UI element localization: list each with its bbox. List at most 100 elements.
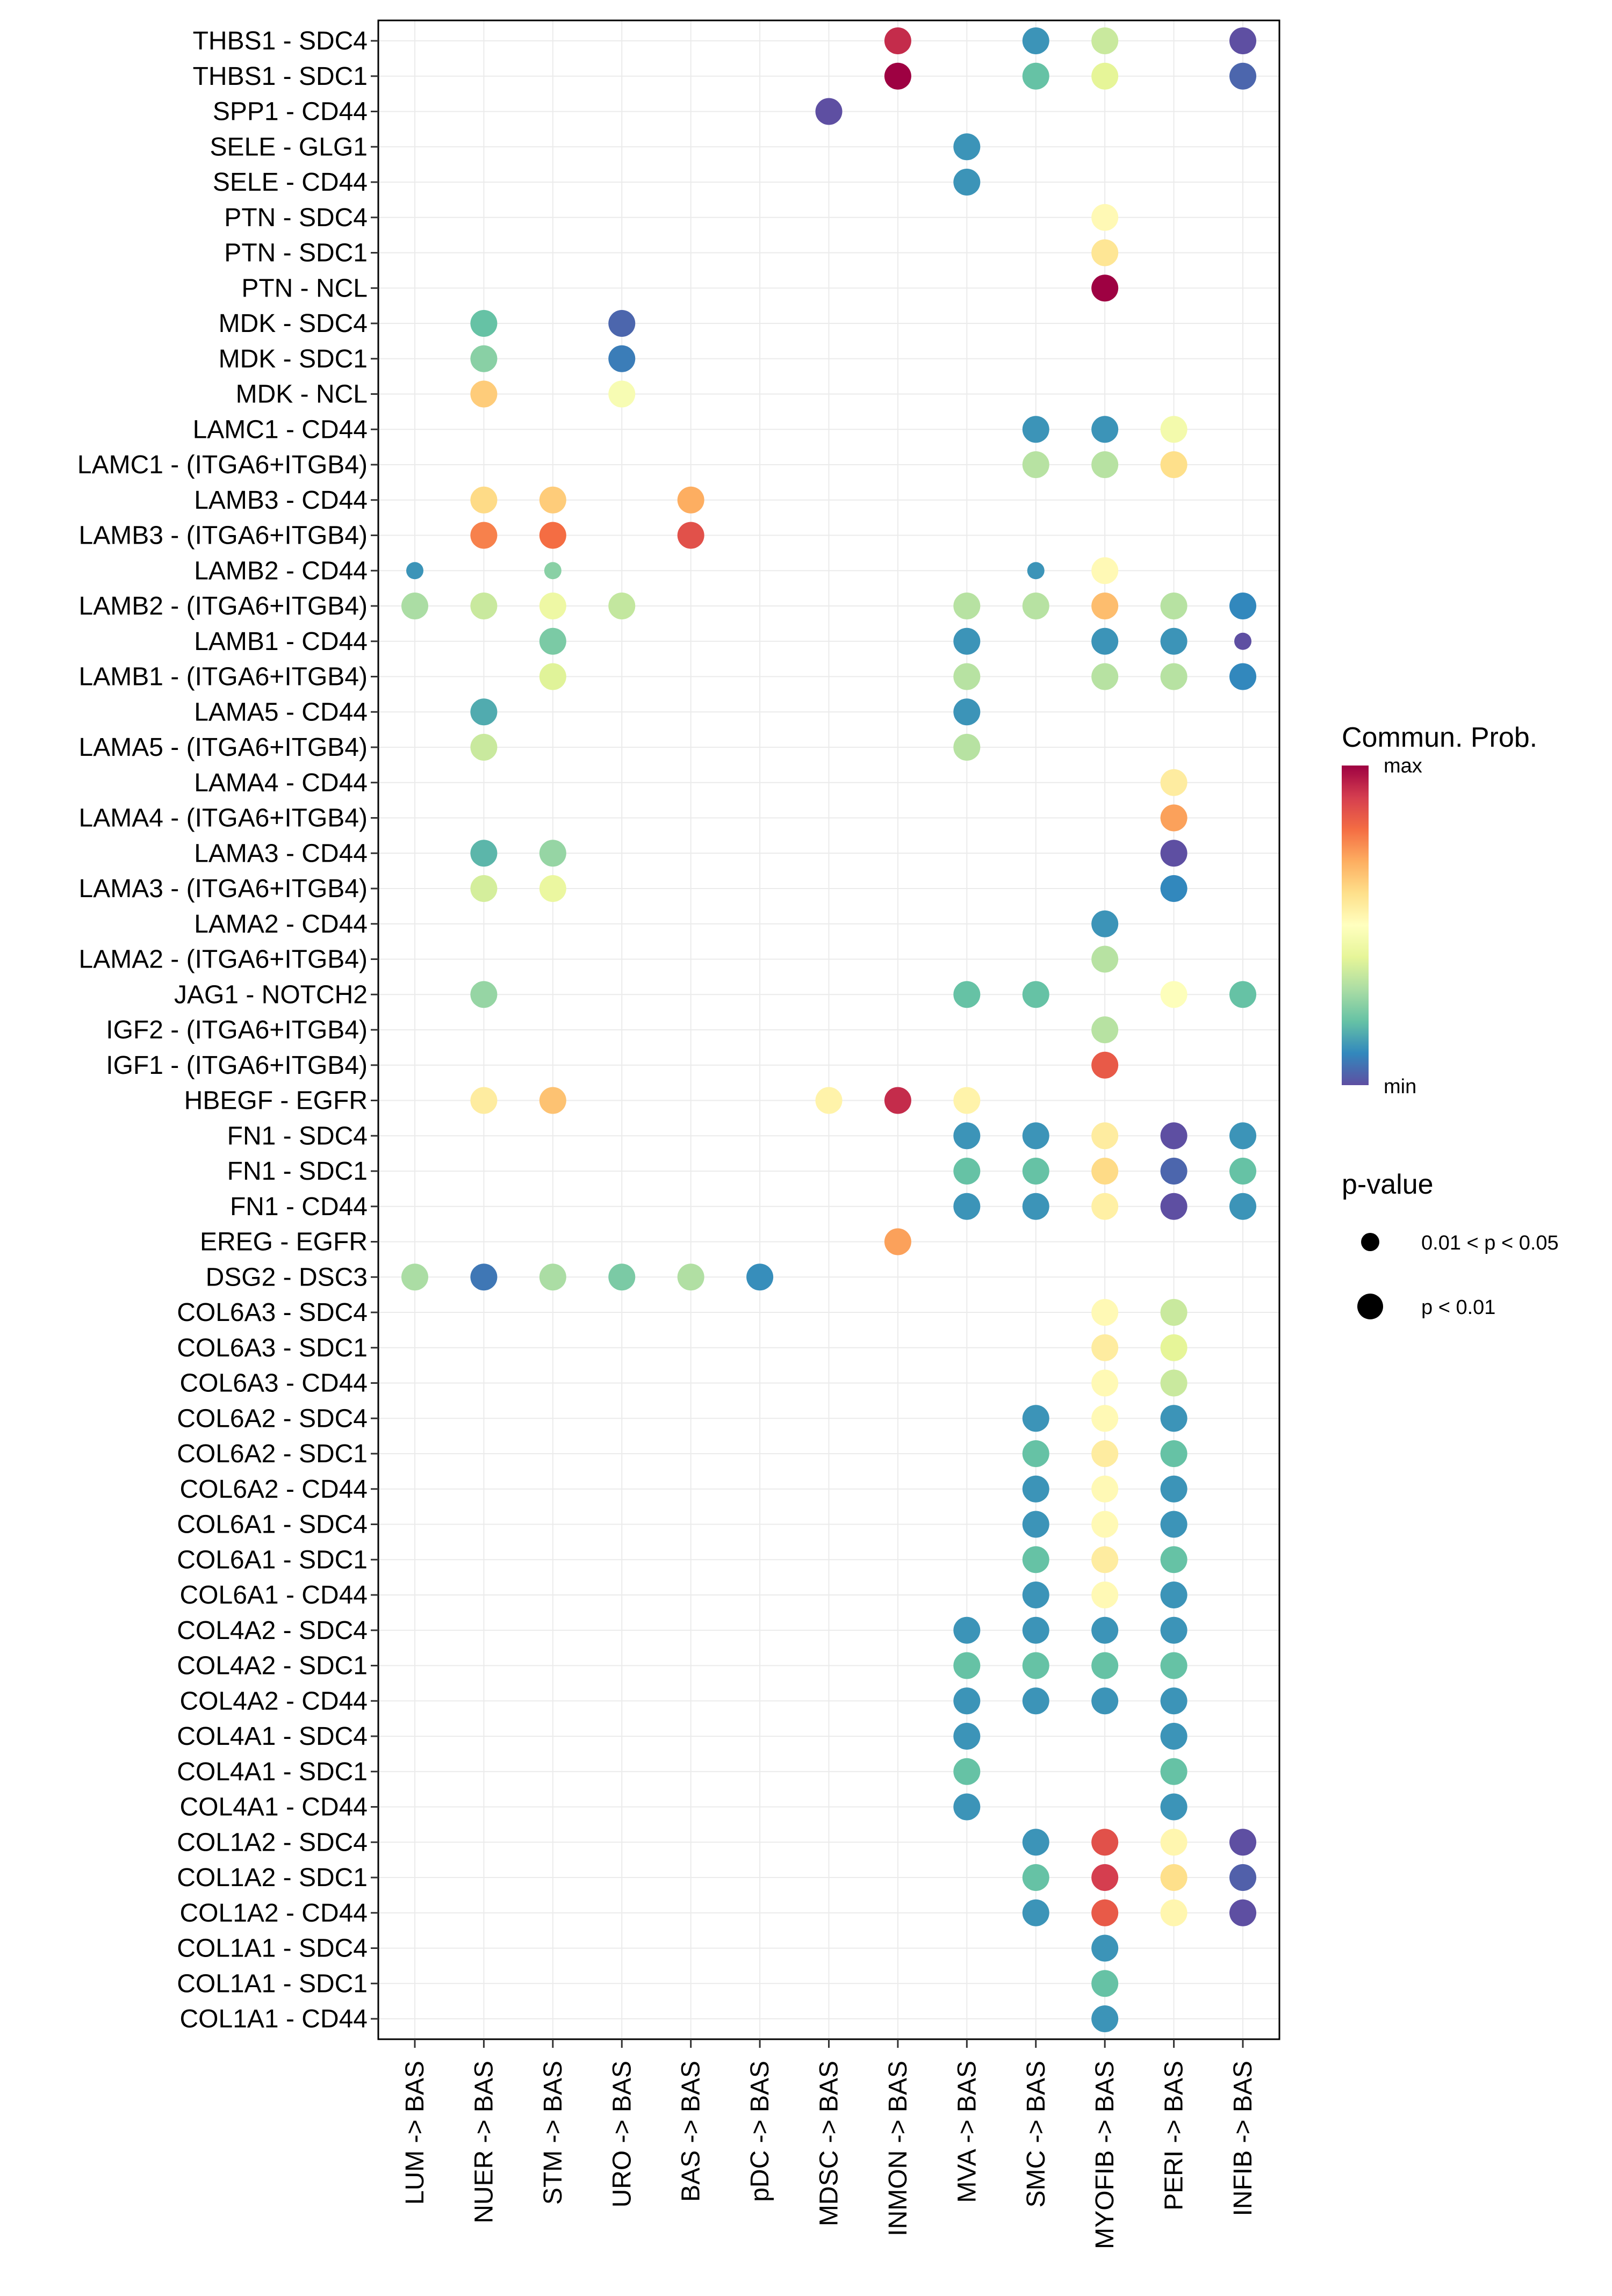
data-point: COL6A2 - SDC1 | PERI -> BAS | p < 0.01 <box>1160 1440 1188 1467</box>
data-point: COL6A2 - CD44 | PERI -> BAS | p < 0.01 <box>1160 1475 1188 1503</box>
y-tick-label: SELE - CD44 <box>213 168 368 197</box>
data-point: LAMB1 - CD44 | MYOFIB -> BAS | p < 0.01 <box>1091 627 1119 655</box>
data-point: COL1A1 - CD44 | MYOFIB -> BAS | p < 0.01 <box>1091 2005 1119 2032</box>
data-point: LAMB2 - (ITGA6+ITGB4) | SMC -> BAS | p <… <box>1022 593 1049 619</box>
data-point: COL1A2 - CD44 | PERI -> BAS | p < 0.01 <box>1160 1899 1188 1926</box>
data-point: SELE - GLG1 | MVA -> BAS | p < 0.01 <box>953 133 981 161</box>
data-point: FN1 - SDC4 | MYOFIB -> BAS | p < 0.01 <box>1091 1122 1119 1150</box>
data-point: SELE - CD44 | MVA -> BAS | p < 0.01 <box>953 169 981 196</box>
data-point: DSG2 - DSC3 | LUM -> BAS | p < 0.01 <box>401 1263 428 1291</box>
data-point: LAMB3 - CD44 | NUER -> BAS | p < 0.01 <box>470 486 498 514</box>
data-point: LAMB3 - CD44 | STM -> BAS | p < 0.01 <box>539 486 566 514</box>
y-tick-label: LAMB2 - (ITGA6+ITGB4) <box>79 592 368 620</box>
data-point: COL1A2 - SDC1 | MYOFIB -> BAS | p < 0.01 <box>1091 1864 1119 1891</box>
y-tick-label: LAMB1 - (ITGA6+ITGB4) <box>79 663 368 691</box>
y-tick-label: COL1A2 - SDC4 <box>177 1828 368 1857</box>
data-point: LAMA3 - CD44 | NUER -> BAS | p < 0.01 <box>470 840 498 867</box>
data-point: PTN - SDC4 | MYOFIB -> BAS | p < 0.01 <box>1091 204 1119 231</box>
data-point: THBS1 - SDC1 | SMC -> BAS | p < 0.01 <box>1022 62 1049 90</box>
data-point: COL6A1 - SDC4 | SMC -> BAS | p < 0.01 <box>1022 1511 1049 1538</box>
y-tick-label: THBS1 - SDC1 <box>193 62 368 91</box>
data-point: COL4A2 - SDC4 | PERI -> BAS | p < 0.01 <box>1160 1616 1188 1644</box>
data-point: COL6A3 - CD44 | MYOFIB -> BAS | p < 0.01 <box>1091 1369 1119 1397</box>
data-point: LAMB2 - (ITGA6+ITGB4) | MVA -> BAS | p <… <box>953 593 981 619</box>
data-point: FN1 - SDC4 | PERI -> BAS | p < 0.01 <box>1160 1122 1188 1150</box>
y-tick-label: LAMC1 - (ITGA6+ITGB4) <box>77 451 368 479</box>
data-point: THBS1 - SDC4 | MYOFIB -> BAS | p < 0.01 <box>1091 27 1119 54</box>
data-point: COL6A2 - SDC1 | MYOFIB -> BAS | p < 0.01 <box>1091 1440 1119 1467</box>
data-point: FN1 - SDC4 | INFIB -> BAS | p < 0.01 <box>1229 1122 1256 1150</box>
color-legend-max-label: max <box>1384 755 1422 777</box>
x-tick-label: NUER -> BAS <box>470 2061 498 2223</box>
data-point: JAG1 - NOTCH2 | MVA -> BAS | p < 0.01 <box>953 981 981 1008</box>
y-tick-label: COL1A2 - CD44 <box>180 1899 368 1927</box>
y-tick-label: COL1A1 - CD44 <box>180 2005 368 2033</box>
data-point: LAMB2 - (ITGA6+ITGB4) | PERI -> BAS | p … <box>1160 593 1188 619</box>
data-point: MDK - SDC1 | NUER -> BAS | p < 0.01 <box>470 345 498 372</box>
y-tick-label: EREG - EGFR <box>200 1228 368 1257</box>
data-point: LAMB2 - (ITGA6+ITGB4) | URO -> BAS | p <… <box>608 593 636 619</box>
data-point: JAG1 - NOTCH2 | SMC -> BAS | p < 0.01 <box>1022 981 1049 1008</box>
data-point: MDK - NCL | URO -> BAS | p < 0.01 <box>608 380 636 408</box>
y-tick-label: COL6A2 - SDC1 <box>177 1440 368 1468</box>
y-tick-label: COL6A1 - SDC4 <box>177 1511 368 1539</box>
size-legend-label-large: p < 0.01 <box>1421 1296 1495 1319</box>
data-point: LAMA3 - (ITGA6+ITGB4) | NUER -> BAS | p … <box>470 875 498 902</box>
y-tick-label: MDK - SDC1 <box>219 345 368 373</box>
data-point: JAG1 - NOTCH2 | INFIB -> BAS | p < 0.01 <box>1229 981 1256 1008</box>
data-point: LAMA2 - CD44 | MYOFIB -> BAS | p < 0.01 <box>1091 910 1119 937</box>
data-point: LAMB1 - CD44 | MVA -> BAS | p < 0.01 <box>953 627 981 655</box>
y-tick-label: LAMB1 - CD44 <box>194 627 368 656</box>
data-point: COL4A1 - SDC1 | MVA -> BAS | p < 0.01 <box>953 1758 981 1785</box>
y-tick-label: SELE - GLG1 <box>210 133 368 161</box>
y-tick-label: PTN - SDC1 <box>224 239 368 268</box>
data-point: COL1A2 - SDC4 | INFIB -> BAS | p < 0.01 <box>1229 1829 1256 1856</box>
y-tick-label: COL4A1 - CD44 <box>180 1793 368 1822</box>
data-point: LAMC1 - (ITGA6+ITGB4) | SMC -> BAS | p <… <box>1022 451 1049 478</box>
data-point: MDK - SDC4 | URO -> BAS | p < 0.01 <box>608 310 636 337</box>
size-legend-dot-large <box>1357 1294 1383 1319</box>
y-tick-label: LAMA2 - CD44 <box>194 910 368 938</box>
y-tick-label: COL6A1 - SDC1 <box>177 1546 368 1574</box>
data-point: THBS1 - SDC4 | INFIB -> BAS | p < 0.01 <box>1229 27 1256 54</box>
data-point: COL1A2 - SDC1 | PERI -> BAS | p < 0.01 <box>1160 1864 1188 1891</box>
y-tick-label: COL6A1 - CD44 <box>180 1581 368 1609</box>
data-point: COL6A2 - SDC4 | PERI -> BAS | p < 0.01 <box>1160 1405 1188 1432</box>
data-point: FN1 - SDC1 | PERI -> BAS | p < 0.01 <box>1160 1158 1188 1185</box>
data-point: COL6A1 - SDC4 | MYOFIB -> BAS | p < 0.01 <box>1091 1511 1119 1538</box>
data-point: LAMA3 - (ITGA6+ITGB4) | STM -> BAS | p <… <box>539 875 566 902</box>
data-point: LAMB2 - CD44 | LUM -> BAS | 0.01 < p < 0… <box>406 562 423 580</box>
data-point: LAMB3 - (ITGA6+ITGB4) | BAS -> BAS | p <… <box>677 522 704 549</box>
data-point: HBEGF - EGFR | MVA -> BAS | p < 0.01 <box>953 1087 981 1114</box>
y-tick-label: SPP1 - CD44 <box>213 98 368 126</box>
data-point: DSG2 - DSC3 | URO -> BAS | p < 0.01 <box>608 1263 636 1291</box>
y-tick-label: LAMA3 - (ITGA6+ITGB4) <box>79 875 368 903</box>
data-point: FN1 - CD44 | MYOFIB -> BAS | p < 0.01 <box>1091 1193 1119 1220</box>
data-point: LAMA5 - CD44 | NUER -> BAS | p < 0.01 <box>470 698 498 726</box>
data-point: COL1A2 - SDC4 | MYOFIB -> BAS | p < 0.01 <box>1091 1829 1119 1856</box>
data-point: FN1 - SDC1 | MVA -> BAS | p < 0.01 <box>953 1158 981 1185</box>
data-point: COL1A2 - SDC1 | SMC -> BAS | p < 0.01 <box>1022 1864 1049 1891</box>
data-point: COL6A1 - SDC4 | PERI -> BAS | p < 0.01 <box>1160 1511 1188 1538</box>
data-point: COL6A1 - SDC1 | PERI -> BAS | p < 0.01 <box>1160 1546 1188 1573</box>
data-point: LAMB2 - (ITGA6+ITGB4) | NUER -> BAS | p … <box>470 593 498 619</box>
data-point: SPP1 - CD44 | MDSC -> BAS | p < 0.01 <box>815 98 843 125</box>
y-tick-label: COL6A3 - SDC1 <box>177 1334 368 1362</box>
data-point: COL4A2 - CD44 | MVA -> BAS | p < 0.01 <box>953 1687 981 1715</box>
data-point: LAMA5 - (ITGA6+ITGB4) | MVA -> BAS | p <… <box>953 734 981 761</box>
data-point: LAMB1 - (ITGA6+ITGB4) | STM -> BAS | p <… <box>539 663 566 690</box>
y-tick-label: FN1 - CD44 <box>230 1193 368 1221</box>
y-tick-label: FN1 - SDC4 <box>227 1122 368 1150</box>
y-tick-label: COL1A1 - SDC1 <box>177 1969 368 1998</box>
y-tick-label: THBS1 - SDC4 <box>193 27 368 55</box>
data-point: HBEGF - EGFR | INMON -> BAS | p < 0.01 <box>884 1087 911 1114</box>
data-point: LAMA3 - CD44 | STM -> BAS | p < 0.01 <box>539 840 566 867</box>
data-point: THBS1 - SDC1 | INFIB -> BAS | p < 0.01 <box>1229 62 1256 90</box>
data-point: COL4A2 - SDC1 | PERI -> BAS | p < 0.01 <box>1160 1652 1188 1679</box>
y-tick-label: IGF2 - (ITGA6+ITGB4) <box>106 1016 368 1044</box>
data-point: LAMB1 - CD44 | PERI -> BAS | p < 0.01 <box>1160 627 1188 655</box>
data-point: LAMB1 - (ITGA6+ITGB4) | MYOFIB -> BAS | … <box>1091 663 1119 690</box>
size-legend-dot-small <box>1361 1233 1379 1251</box>
y-tick-label: COL1A2 - SDC1 <box>177 1864 368 1892</box>
data-point: FN1 - CD44 | MVA -> BAS | p < 0.01 <box>953 1193 981 1220</box>
